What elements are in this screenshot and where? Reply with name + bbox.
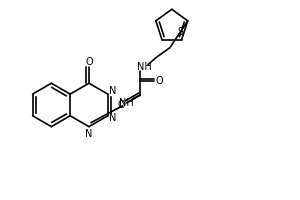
Text: O: O [118,100,125,110]
Text: N: N [109,86,116,96]
Text: N: N [85,129,93,139]
Text: NH: NH [137,62,152,72]
Text: O: O [85,57,93,67]
Text: S: S [178,27,184,37]
Text: O: O [155,76,163,86]
Text: NH: NH [119,98,134,108]
Text: N: N [109,113,116,123]
